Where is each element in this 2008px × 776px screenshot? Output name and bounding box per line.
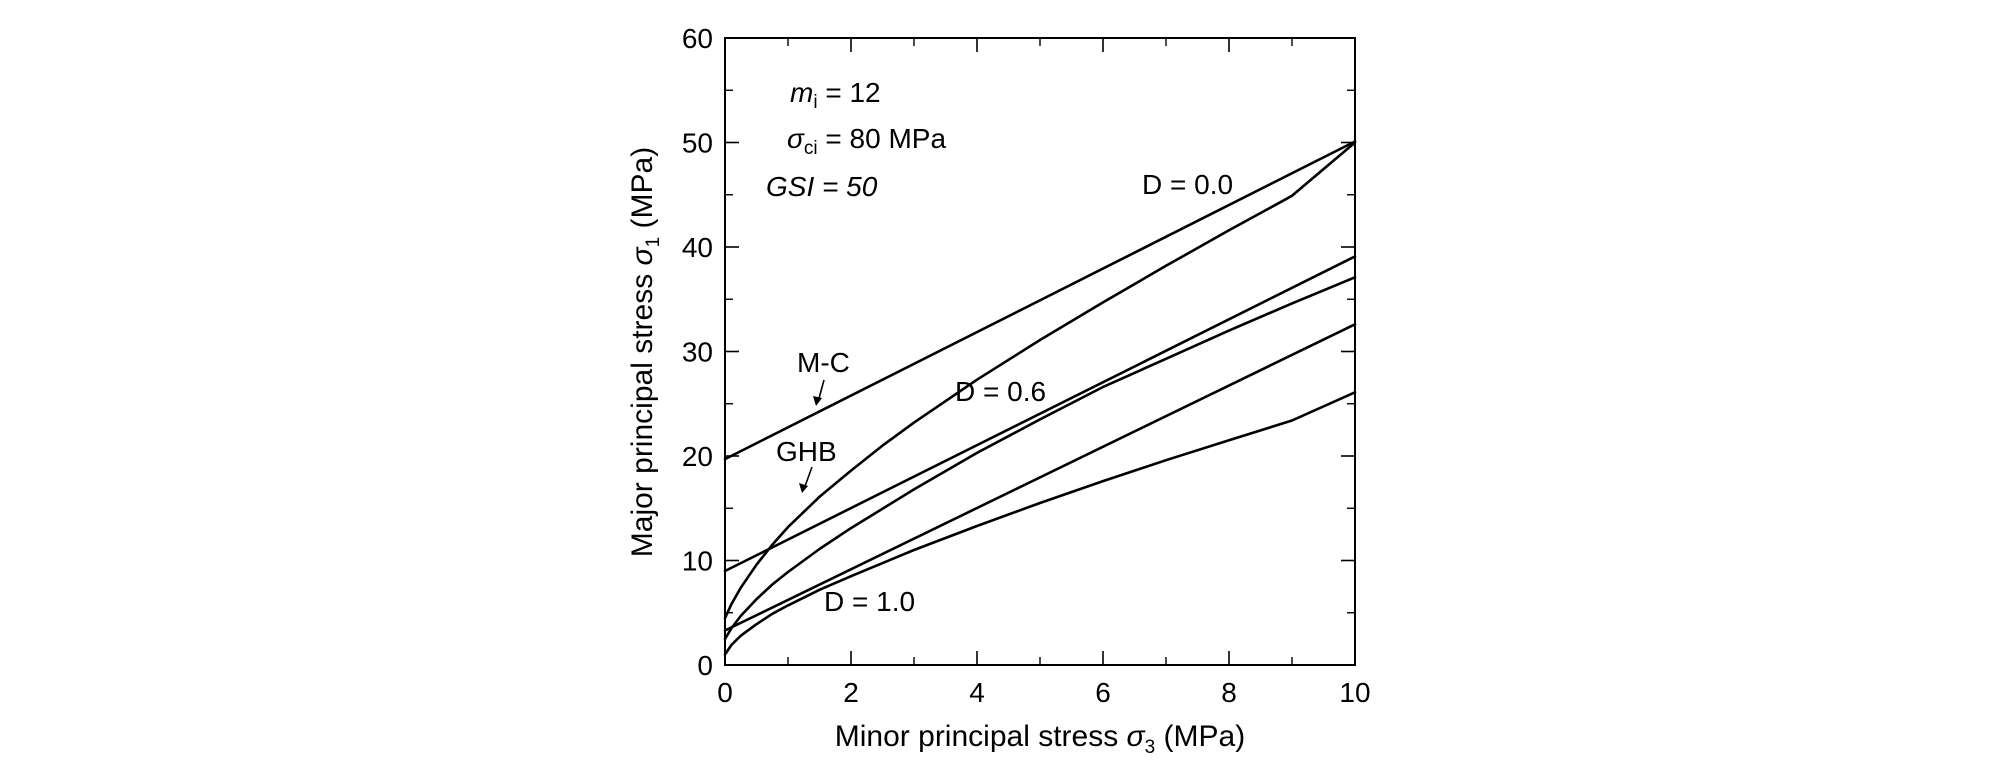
label-ghb: GHB xyxy=(776,436,837,467)
label-d1: D = 1.0 xyxy=(824,586,915,617)
x-tick-label: 0 xyxy=(717,677,733,708)
y-tick-label: 20 xyxy=(682,441,713,472)
y-tick-label: 60 xyxy=(682,23,713,54)
param-sigma-ci: σci = 80 MPa xyxy=(787,123,946,159)
series-line-ghb-00 xyxy=(723,141,1357,620)
param-gsi: GSI = 50 xyxy=(766,171,878,202)
x-axis-title: Minor principal stress σ3 (MPa) xyxy=(835,720,1245,758)
series-line-mc-06 xyxy=(723,255,1357,573)
axis-ticks xyxy=(724,37,1356,666)
y-axis-title: Major principal stress σ1 (MPa) xyxy=(626,147,664,557)
x-tick-label: 8 xyxy=(1221,677,1237,708)
label-mc: M-C xyxy=(797,347,850,378)
y-tick-label: 50 xyxy=(682,128,713,159)
tick-labels: 0 2 4 6 8 10 0 10 20 30 40 50 60 xyxy=(682,23,1371,708)
series-line-ghb-06 xyxy=(723,275,1357,641)
arrow-mc-head xyxy=(813,396,822,406)
x-tick-label: 10 xyxy=(1339,677,1370,708)
series-line-mc-10 xyxy=(723,322,1357,632)
x-tick-label: 4 xyxy=(969,677,985,708)
series-line-mc-00 xyxy=(723,140,1357,461)
arrow-ghb-head xyxy=(799,483,808,493)
y-tick-label: 40 xyxy=(682,232,713,263)
label-d0: D = 0.0 xyxy=(1142,169,1233,200)
y-tick-label: 30 xyxy=(682,337,713,368)
y-tick-label: 10 xyxy=(682,546,713,577)
x-tick-label: 6 xyxy=(1095,677,1111,708)
y-tick-label: 0 xyxy=(697,650,713,681)
series-line-ghb-10 xyxy=(723,390,1357,656)
series-layer xyxy=(723,140,1357,656)
x-tick-label: 2 xyxy=(843,677,859,708)
param-mi: mi = 12 xyxy=(790,77,881,113)
label-d06: D = 0.6 xyxy=(955,376,1046,407)
